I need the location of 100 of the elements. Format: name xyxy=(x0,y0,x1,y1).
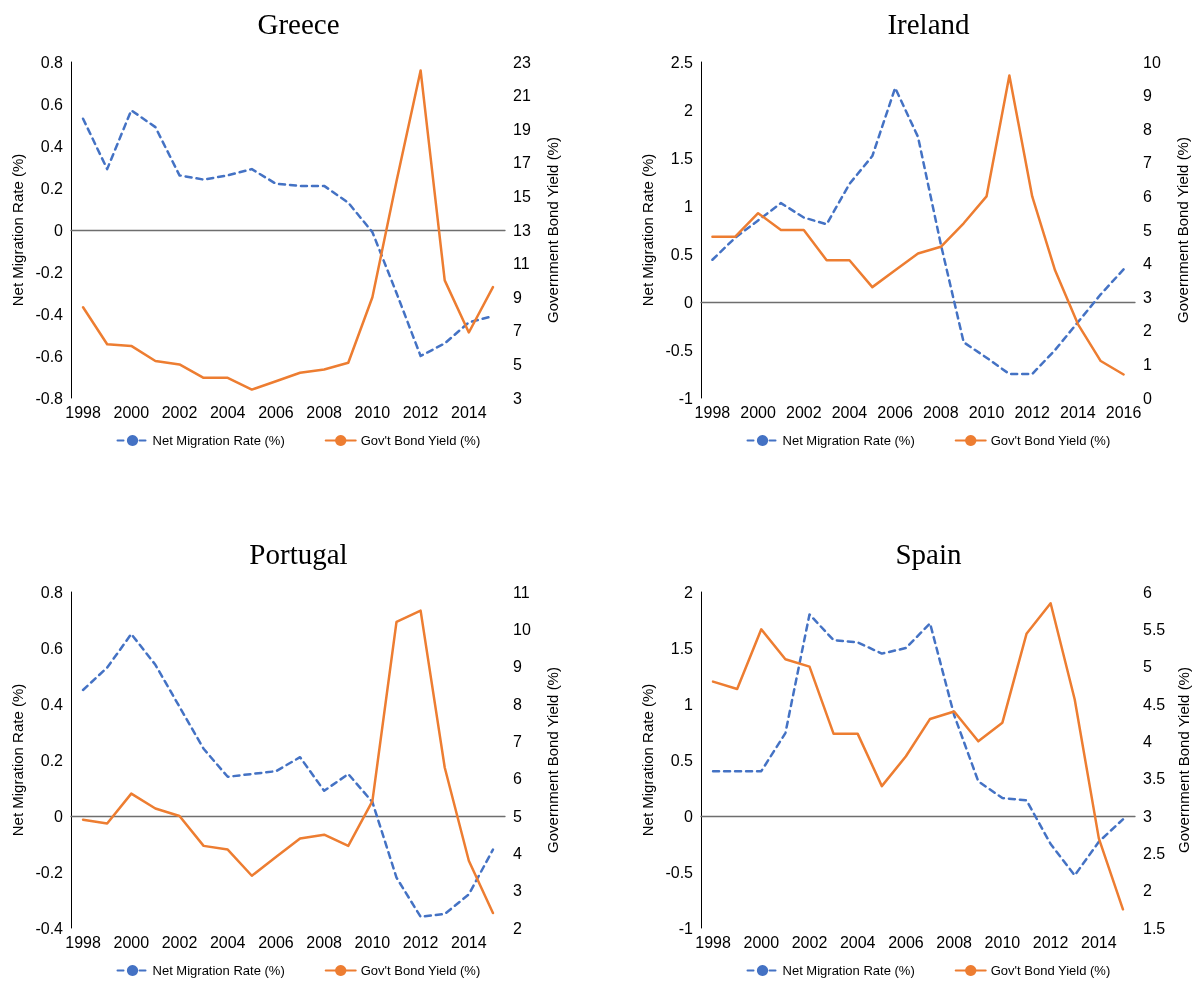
x-tick-label: 2010 xyxy=(354,933,391,951)
x-tick-label: 2012 xyxy=(402,933,439,951)
y-axis-title: Net Migration Rate (%) xyxy=(8,683,26,837)
y2-tick-label: 9 xyxy=(513,288,522,306)
chart-title: Ireland xyxy=(887,7,971,40)
y2-tick-label: 2 xyxy=(513,919,522,937)
y2-tick-label: 19 xyxy=(513,120,531,138)
y2-axis-title: Government Bond Yield (%) xyxy=(1175,667,1193,853)
y2-tick-label: 9 xyxy=(1143,87,1152,105)
y-axis-title: Net Migration Rate (%) xyxy=(8,153,26,307)
x-tick-label: 2010 xyxy=(984,933,1021,951)
x-tick-label: 2008 xyxy=(306,403,343,421)
y-axis-title: Net Migration Rate (%) xyxy=(638,153,656,307)
y2-tick-label: 2 xyxy=(1143,322,1152,340)
x-tick-label: 1998 xyxy=(65,403,101,421)
y2-tick-label: 5.5 xyxy=(1143,620,1166,638)
y2-tick-label: 1 xyxy=(1143,355,1152,373)
y-tick-label: -0.4 xyxy=(35,919,64,937)
chart-title: Greece xyxy=(257,7,340,40)
y-tick-label: -1 xyxy=(678,919,694,937)
y-tick-label: -0.6 xyxy=(35,347,64,365)
x-tick-label: 2012 xyxy=(402,403,439,421)
legend-label: Gov't Bond Yield (%) xyxy=(360,963,481,978)
y-tick-label: 0.5 xyxy=(670,245,694,263)
y-tick-label: 1.5 xyxy=(670,639,694,657)
y-tick-label: 0.4 xyxy=(40,137,64,155)
x-tick-label: 2014 xyxy=(1060,403,1096,421)
legend-label: Gov't Bond Yield (%) xyxy=(990,963,1111,978)
x-tick-label: 2004 xyxy=(831,403,868,421)
legend-label: Net Migration Rate (%) xyxy=(152,433,285,448)
y2-tick-label: 5 xyxy=(513,355,522,373)
y2-tick-label: 0 xyxy=(1143,389,1152,407)
x-tick-label: 2002 xyxy=(791,933,828,951)
x-tick-label: 2014 xyxy=(451,403,487,421)
x-tick-label: 1998 xyxy=(694,403,731,421)
x-tick-label: 2014 xyxy=(451,933,487,951)
chart-title: Spain xyxy=(895,537,963,570)
y-tick-label: -0.2 xyxy=(35,263,64,281)
x-tick-label: 2000 xyxy=(740,403,776,421)
y-tick-label: 1.5 xyxy=(670,149,694,167)
y2-tick-label: 3 xyxy=(1143,807,1152,825)
legend-label: Net Migration Rate (%) xyxy=(782,433,915,448)
x-tick-label: 2004 xyxy=(209,403,246,421)
x-tick-label: 2002 xyxy=(161,933,198,951)
chart-title: Portugal xyxy=(249,537,348,570)
y2-tick-label: 3 xyxy=(513,882,522,900)
y2-tick-label: 13 xyxy=(513,221,531,239)
legend-label: Gov't Bond Yield (%) xyxy=(360,433,481,448)
x-tick-label: 2008 xyxy=(936,933,973,951)
y-tick-label: -1 xyxy=(678,389,694,407)
y2-tick-label: 3 xyxy=(1143,288,1152,306)
y2-tick-label: 11 xyxy=(513,583,530,601)
y-tick-label: 0.2 xyxy=(40,751,64,769)
x-tick-label: 2006 xyxy=(888,933,924,951)
y-tick-label: 0.5 xyxy=(670,751,694,769)
y-tick-label: 2 xyxy=(684,101,694,119)
y-tick-label: 0 xyxy=(54,807,64,825)
y2-tick-label: 7 xyxy=(1143,154,1152,172)
y2-tick-label: 5 xyxy=(1143,658,1152,676)
y-tick-label: -0.5 xyxy=(665,863,694,881)
y2-tick-label: 4 xyxy=(1143,255,1152,273)
x-tick-label: 1998 xyxy=(65,933,101,951)
x-tick-label: 2016 xyxy=(1105,403,1142,421)
y2-tick-label: 17 xyxy=(513,154,531,172)
x-tick-label: 2000 xyxy=(113,933,150,951)
x-tick-label: 2000 xyxy=(743,933,780,951)
y-tick-label: -0.5 xyxy=(665,341,694,359)
y2-tick-label: 8 xyxy=(513,695,522,713)
x-tick-label: 2006 xyxy=(258,403,294,421)
y2-tick-label: 3.5 xyxy=(1143,770,1166,788)
y2-axis-title: Government Bond Yield (%) xyxy=(544,137,561,323)
y-tick-label: -0.2 xyxy=(35,863,64,881)
y-tick-label: 0.6 xyxy=(40,95,64,113)
y2-tick-label: 4 xyxy=(513,844,522,862)
x-tick-label: 2010 xyxy=(354,403,391,421)
y-tick-label: 0.4 xyxy=(40,695,64,713)
y2-tick-label: 6 xyxy=(513,770,522,788)
y-tick-label: 0 xyxy=(684,293,694,311)
y2-tick-label: 8 xyxy=(1143,120,1152,138)
y2-tick-label: 7 xyxy=(513,732,522,750)
y2-tick-label: 11 xyxy=(513,255,530,273)
line-series xyxy=(81,69,495,391)
x-tick-label: 2014 xyxy=(1081,933,1117,951)
y2-tick-label: 2.5 xyxy=(1143,844,1166,862)
y2-tick-label: 10 xyxy=(1143,53,1161,71)
x-tick-label: 2012 xyxy=(1032,933,1069,951)
y2-tick-label: 15 xyxy=(513,187,531,205)
y2-axis-title: Government Bond Yield (%) xyxy=(1174,137,1191,323)
x-tick-label: 2006 xyxy=(258,933,294,951)
y-tick-label: 0.2 xyxy=(40,179,64,197)
x-tick-label: 2004 xyxy=(209,933,246,951)
x-tick-label: 1998 xyxy=(695,933,731,951)
y2-tick-label: 5 xyxy=(513,807,522,825)
y2-axis-title: Government Bond Yield (%) xyxy=(544,667,561,853)
y-tick-label: 0 xyxy=(54,221,64,239)
y-tick-label: -0.8 xyxy=(35,389,64,407)
y-tick-label: 2.5 xyxy=(670,53,694,71)
y-tick-label: 1 xyxy=(684,695,694,713)
y2-tick-label: 6 xyxy=(1143,583,1152,601)
y-tick-label: 0.8 xyxy=(40,53,64,71)
